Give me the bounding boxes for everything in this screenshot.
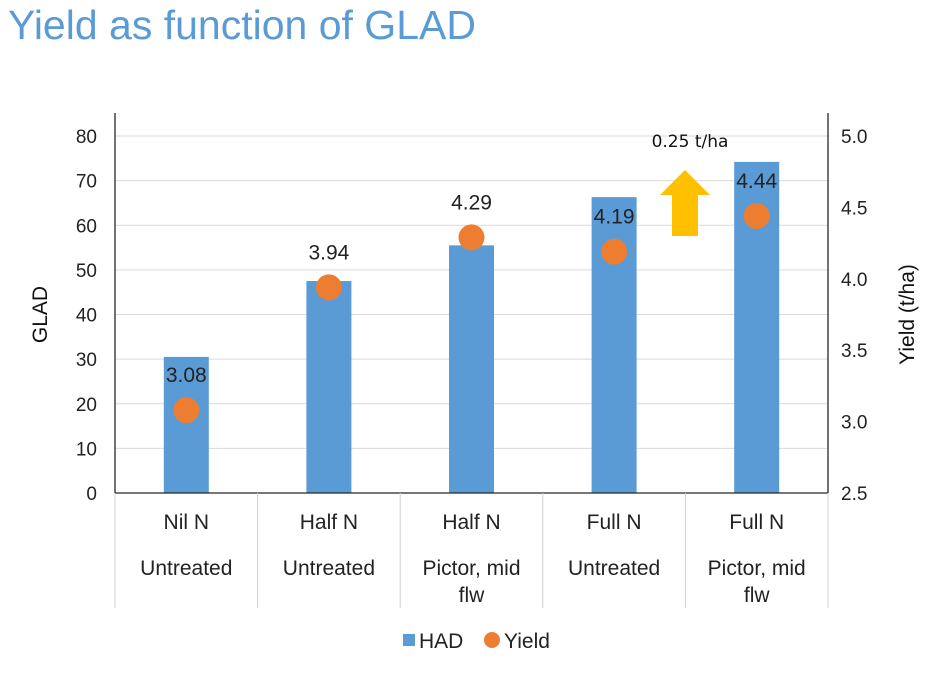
category-label-level2: Pictor, mid flw [708, 557, 806, 607]
up-arrow-icon [660, 170, 710, 236]
point-yield [458, 224, 485, 251]
y-right-tick-label: 4.5 [841, 198, 867, 219]
point-yield [601, 238, 628, 265]
category-label-level1: Half N [442, 511, 500, 534]
bar-had [163, 356, 209, 493]
data-label-yield: 4.29 [451, 191, 492, 214]
data-label-yield: 3.94 [308, 241, 349, 264]
bar-had [449, 245, 494, 493]
annotation-text: 0.25 t/ha [652, 132, 729, 152]
y-left-tick-label: 50 [76, 261, 97, 282]
y-right-tick-label: 2.5 [841, 484, 867, 505]
category-label-level2: Pictor, mid flw [422, 557, 520, 607]
legend-label-yield: Yield [504, 630, 550, 653]
point-yield [743, 202, 770, 229]
y-right-tick-label: 3.5 [841, 341, 867, 362]
category-label-level1: Nil N [164, 511, 210, 534]
y-right-tick-label: 4.0 [841, 270, 867, 291]
category-label-level1: Full N [729, 511, 784, 534]
y-left-tick-label: 60 [76, 216, 97, 237]
y-left-tick-label: 70 [76, 172, 97, 193]
y-left-tick-label: 20 [76, 395, 97, 416]
y-left-tick-label: 80 [76, 127, 97, 148]
y-right-tick-label: 3.0 [841, 413, 867, 434]
y-left-tick-label: 0 [86, 484, 97, 505]
data-label-yield: 4.44 [736, 170, 777, 193]
bar-had [306, 281, 352, 493]
category-label-level2: Untreated [140, 557, 232, 580]
y-left-tick-label: 40 [76, 306, 97, 327]
y-right-axis-title: Yield (t/ha) [896, 264, 919, 365]
point-yield [315, 274, 342, 301]
y-right-tick-label: 5.0 [841, 127, 867, 148]
legend-swatch-had [403, 634, 415, 646]
data-label-yield: 3.08 [166, 364, 207, 387]
category-label-level1: Full N [587, 511, 642, 534]
point-yield [173, 397, 200, 424]
category-label-level1: Half N [300, 511, 358, 534]
legend-label-had: HAD [419, 630, 463, 653]
category-label-level2: Untreated [568, 557, 660, 580]
y-left-tick-label: 10 [76, 439, 97, 460]
category-label-level2: Untreated [283, 557, 375, 580]
y-left-axis-title: GLAD [29, 286, 52, 343]
data-label-yield: 4.19 [594, 206, 635, 229]
legend: HAD Yield [403, 630, 550, 653]
y-left-tick-label: 30 [76, 350, 97, 371]
page-title: Yield as function of GLAD [8, 2, 476, 48]
legend-swatch-yield [484, 632, 500, 648]
